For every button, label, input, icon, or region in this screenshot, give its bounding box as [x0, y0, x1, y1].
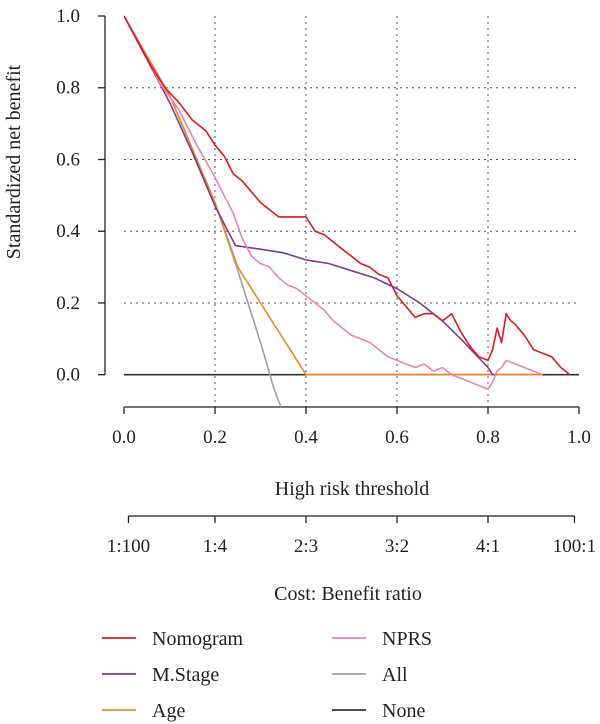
y-tick-label: 0.6 — [56, 149, 80, 170]
x-tick-label: 0.8 — [476, 427, 500, 448]
y-axis-title: Standardized net benefit — [3, 64, 25, 259]
gridlines — [124, 16, 579, 407]
legend-label-m-stage: M.Stage — [152, 664, 219, 686]
series-lines — [124, 15, 579, 407]
cost-benefit-tick-label: 1:100 — [107, 536, 150, 557]
x-tick-label: 0.0 — [112, 427, 136, 448]
legend-label-all: All — [382, 664, 408, 686]
y-tick-label: 0.4 — [56, 221, 80, 242]
cost-benefit-tick-label: 4:1 — [476, 536, 500, 557]
cost-benefit-axis: 1:100 1:4 2:3 3:2 4:1 100:1 — [107, 515, 596, 557]
cost-benefit-axis-title: Cost: Benefit ratio — [274, 583, 422, 605]
y-tick-label: 0.8 — [56, 78, 80, 99]
cost-benefit-tick-label: 1:4 — [203, 536, 228, 557]
y-tick-label: 1.0 — [56, 6, 80, 27]
cost-benefit-tick-label: 100:1 — [553, 536, 596, 557]
legend: Nomogram NPRS M.Stage All Age None — [102, 628, 432, 722]
y-tick-label: 0.0 — [56, 365, 80, 386]
series-line-age — [124, 15, 543, 376]
series-line-m-stage — [124, 15, 498, 376]
series-line-nprs — [124, 15, 543, 390]
series-line-all — [124, 15, 282, 407]
x-tick-label: 0.2 — [203, 427, 227, 448]
legend-label-nprs: NPRS — [382, 628, 432, 650]
y-tick-label: 0.2 — [56, 293, 80, 314]
legend-label-age: Age — [152, 700, 185, 722]
cost-benefit-tick-label: 3:2 — [385, 536, 409, 557]
legend-label-none: None — [382, 700, 425, 722]
axes: 0.0 0.2 0.4 0.6 0.8 1.0 0.0 0.2 0.4 0.6 0.8 1.0 — [56, 6, 591, 448]
x-tick-label: 0.6 — [385, 427, 409, 448]
cost-benefit-tick-label: 2:3 — [294, 536, 318, 557]
x-axis-title: High risk threshold — [275, 478, 429, 500]
series-line-nomogram — [124, 15, 571, 376]
legend-label-nomogram: Nomogram — [152, 628, 244, 650]
x-tick-label: 0.4 — [294, 427, 318, 448]
x-tick-label: 1.0 — [567, 427, 591, 448]
